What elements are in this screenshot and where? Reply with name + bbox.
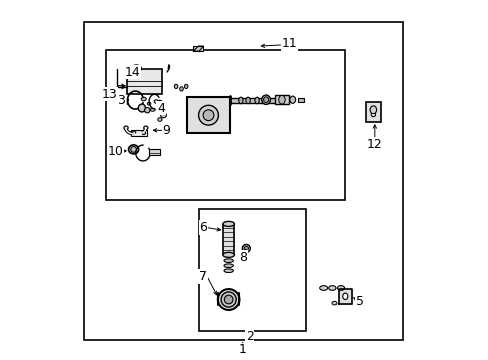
- Text: 3: 3: [117, 94, 125, 107]
- Ellipse shape: [370, 112, 375, 117]
- Ellipse shape: [134, 66, 139, 69]
- Ellipse shape: [159, 108, 163, 112]
- Text: 7: 7: [199, 270, 207, 283]
- Ellipse shape: [150, 108, 155, 111]
- Text: 5: 5: [355, 295, 363, 308]
- Ellipse shape: [224, 259, 233, 262]
- Text: 13: 13: [102, 88, 117, 101]
- Bar: [297, 98, 304, 102]
- Ellipse shape: [263, 97, 268, 103]
- Ellipse shape: [289, 96, 295, 103]
- Ellipse shape: [135, 66, 139, 68]
- Bar: [230, 98, 287, 103]
- Ellipse shape: [158, 118, 162, 121]
- Ellipse shape: [254, 97, 259, 104]
- Bar: [84, 22, 402, 340]
- Ellipse shape: [224, 295, 232, 304]
- Text: 1: 1: [238, 343, 246, 356]
- Ellipse shape: [224, 264, 233, 267]
- Text: 9: 9: [162, 124, 170, 137]
- Ellipse shape: [278, 95, 285, 104]
- Bar: [193, 46, 203, 51]
- Ellipse shape: [369, 106, 376, 114]
- Text: 4: 4: [157, 102, 164, 114]
- Ellipse shape: [342, 293, 347, 300]
- Ellipse shape: [337, 286, 344, 291]
- Ellipse shape: [319, 286, 327, 291]
- Ellipse shape: [223, 252, 234, 257]
- Bar: [366, 102, 380, 122]
- Ellipse shape: [179, 87, 183, 91]
- Ellipse shape: [174, 84, 178, 89]
- Bar: [149, 149, 160, 155]
- Ellipse shape: [203, 110, 213, 121]
- Ellipse shape: [143, 126, 148, 130]
- Ellipse shape: [141, 97, 146, 101]
- Polygon shape: [338, 289, 351, 304]
- Bar: [223, 225, 234, 254]
- Bar: [131, 130, 147, 136]
- Ellipse shape: [223, 221, 234, 226]
- Text: 6: 6: [199, 221, 206, 234]
- Ellipse shape: [198, 105, 218, 125]
- Ellipse shape: [245, 97, 250, 104]
- Ellipse shape: [160, 113, 166, 118]
- Ellipse shape: [242, 244, 250, 252]
- Ellipse shape: [128, 145, 139, 154]
- Ellipse shape: [123, 126, 128, 130]
- Bar: [275, 95, 288, 104]
- Bar: [106, 50, 345, 200]
- Ellipse shape: [162, 105, 165, 108]
- Ellipse shape: [147, 102, 151, 105]
- Ellipse shape: [331, 301, 336, 305]
- Ellipse shape: [184, 84, 187, 89]
- Ellipse shape: [224, 269, 233, 273]
- Bar: [127, 69, 162, 94]
- Text: 10: 10: [107, 145, 123, 158]
- Ellipse shape: [261, 95, 270, 104]
- Ellipse shape: [142, 131, 145, 135]
- Ellipse shape: [244, 246, 248, 251]
- Ellipse shape: [238, 97, 243, 104]
- Ellipse shape: [132, 65, 141, 72]
- Text: 8: 8: [239, 251, 247, 264]
- Ellipse shape: [221, 292, 236, 307]
- Ellipse shape: [132, 131, 136, 135]
- Ellipse shape: [156, 100, 163, 108]
- Bar: [199, 209, 305, 331]
- Ellipse shape: [328, 286, 335, 291]
- Ellipse shape: [144, 108, 150, 113]
- Ellipse shape: [130, 147, 136, 152]
- Ellipse shape: [154, 100, 158, 103]
- Text: 11: 11: [281, 37, 297, 50]
- Ellipse shape: [218, 289, 239, 310]
- Ellipse shape: [138, 104, 145, 112]
- Text: 12: 12: [366, 138, 382, 150]
- Bar: [186, 97, 230, 133]
- Text: 2: 2: [245, 330, 253, 343]
- Ellipse shape: [140, 106, 143, 110]
- Text: 14: 14: [124, 66, 140, 78]
